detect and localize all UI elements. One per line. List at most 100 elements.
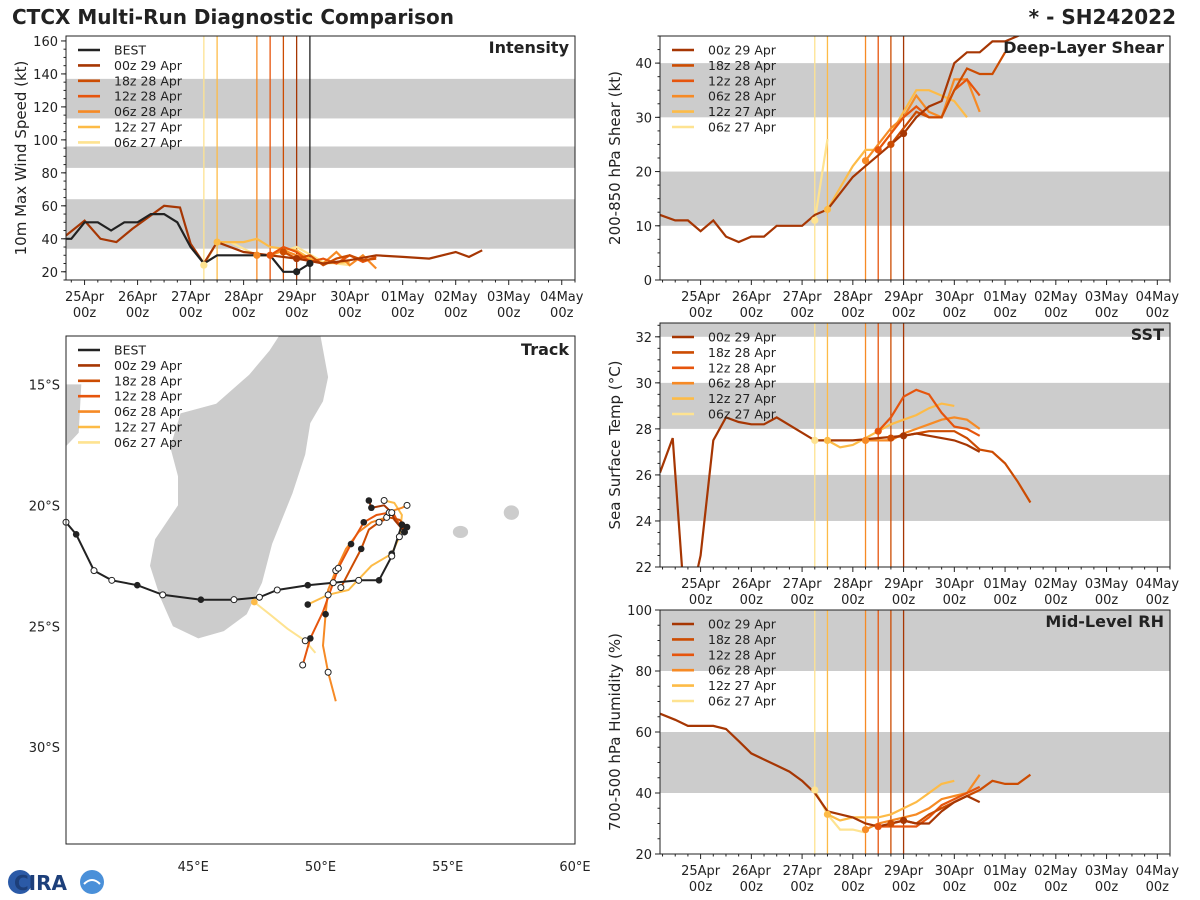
sst-xtick-date: 01May: [983, 577, 1027, 592]
rh-legend-label: 06z 27 Apr: [708, 694, 777, 709]
sst-series-line: [826, 402, 955, 449]
intensity-legend-label: 06z 28 Apr: [114, 104, 183, 119]
sst-data-point: [887, 434, 895, 442]
shear-xtick-date: 30Apr: [935, 290, 975, 305]
track-line: [301, 511, 406, 666]
intensity-xtick-hour: 00z: [126, 306, 150, 321]
intensity-xtick-hour: 00z: [232, 306, 256, 321]
track-point-open: [324, 668, 332, 676]
sst-legend-label: 06z 28 Apr: [708, 376, 777, 391]
track-landmass: [66, 336, 520, 639]
track-point-open: [230, 596, 238, 604]
sst-xtick-hour: 00z: [790, 593, 814, 608]
rh-xtick-hour: 00z: [1146, 880, 1170, 895]
shear-data-point: [899, 130, 908, 138]
shear-band: [660, 171, 1170, 226]
sst-data-point: [861, 436, 870, 444]
intensity-xtick-date: 02May: [434, 290, 478, 305]
intensity-xtick-hour: 00z: [73, 306, 97, 321]
intensity-xtick-hour: 00z: [444, 306, 468, 321]
panel-sst: 22242628303225Apr00z26Apr00z27Apr00z28Ap…: [606, 322, 1179, 608]
rh-band: [660, 610, 1170, 671]
rh-xtick-hour: 00z: [841, 880, 865, 895]
sst-xtick-hour: 00z: [892, 593, 916, 608]
logo-globe-icon: [8, 870, 32, 894]
track-point-open: [403, 501, 411, 509]
intensity-legend-label: 12z 27 Apr: [114, 120, 183, 135]
intensity-data-point: [266, 251, 274, 259]
rh-legend-label: 18z 28 Apr: [708, 632, 777, 647]
sst-xtick-hour: 00z: [1044, 593, 1068, 608]
sst-series-line: [865, 416, 981, 442]
shear-xtick-date: 29Apr: [884, 290, 924, 305]
intensity-ytick-label: 20: [41, 266, 58, 281]
rh-xtick-date: 30Apr: [935, 864, 975, 879]
sst-ytick-label: 26: [635, 469, 652, 484]
intensity-ylabel: 10m Max Wind Speed (kt): [12, 61, 30, 256]
rh-xtick-hour: 00z: [790, 880, 814, 895]
shear-ytick-label: 40: [635, 57, 652, 72]
shear-legend-label: 18z 28 Apr: [708, 58, 777, 73]
sst-xtick-hour: 00z: [943, 593, 967, 608]
track-point: [307, 635, 314, 642]
sst-ytick-label: 22: [635, 561, 652, 576]
intensity-xtick-date: 03May: [487, 290, 531, 305]
track-point-open: [337, 584, 345, 592]
track-ytick-label: 15°S: [29, 378, 60, 393]
intensity-band: [66, 146, 575, 168]
sst-band: [660, 474, 1170, 521]
sst-xtick-date: 28Apr: [833, 577, 873, 592]
shear-ytick-label: 0: [644, 274, 652, 289]
intensity-ytick-label: 80: [41, 167, 58, 182]
shear-xtick-date: 25Apr: [681, 290, 721, 305]
intensity-xtick-date: 26Apr: [118, 290, 158, 305]
sst-plot-area: [660, 323, 1170, 567]
intensity-band: [66, 199, 575, 249]
rh-xtick-date: 28Apr: [833, 864, 873, 879]
sst-xtick-hour: 00z: [841, 593, 865, 608]
africa-land: [66, 384, 82, 447]
track-point: [360, 518, 368, 526]
track-ytick-label: 25°S: [29, 620, 60, 635]
intensity-xtick-date: 04May: [540, 290, 584, 305]
panel-rh: 2040608010025Apr00z26Apr00z27Apr00z28Apr…: [606, 604, 1179, 895]
track-ytick-label: 30°S: [29, 741, 60, 756]
rh-data-point: [861, 826, 870, 834]
sst-ytick-label: 24: [635, 515, 652, 530]
track-point-open: [388, 509, 396, 517]
track-point-open: [395, 533, 403, 541]
rh-xtick-hour: 00z: [892, 880, 916, 895]
rh-legend-label: 06z 28 Apr: [708, 663, 777, 678]
shear-xtick-hour: 00z: [1095, 306, 1119, 321]
track-legend-label: 12z 27 Apr: [114, 420, 183, 435]
intensity-xtick-hour: 00z: [338, 306, 362, 321]
shear-legend-label: 12z 27 Apr: [708, 104, 777, 119]
intensity-xtick-hour: 00z: [179, 306, 203, 321]
track-point-open: [334, 564, 342, 572]
rh-xtick-hour: 00z: [740, 880, 764, 895]
intensity-band: [66, 78, 575, 119]
track-point-open: [324, 591, 332, 599]
intensity-data-point: [253, 251, 261, 259]
shear-series-line: [660, 36, 1021, 244]
track-point: [403, 523, 411, 531]
logo-text: CIRA: [14, 871, 68, 895]
intensity-legend-label: 06z 27 Apr: [114, 135, 183, 150]
intensity-xtick-hour: 00z: [285, 306, 309, 321]
sst-xtick-date: 27Apr: [783, 577, 823, 592]
intensity-frame: [65, 35, 576, 281]
shear-xtick-date: 27Apr: [783, 290, 823, 305]
shear-data-point: [811, 216, 819, 224]
sst-ytick-label: 32: [635, 331, 652, 346]
shear-xtick-date: 04May: [1136, 290, 1180, 305]
shear-data-point: [887, 140, 895, 149]
track-legend-label: 06z 28 Apr: [114, 404, 183, 419]
shear-data-point: [874, 146, 882, 154]
track-point: [304, 581, 312, 589]
rh-xtick-hour: 00z: [689, 880, 713, 895]
track-point: [357, 545, 365, 553]
sst-ylabel: Sea Surface Temp (°C): [606, 360, 624, 529]
sst-band: [660, 323, 1170, 337]
intensity-xtick-hour: 00z: [391, 306, 415, 321]
